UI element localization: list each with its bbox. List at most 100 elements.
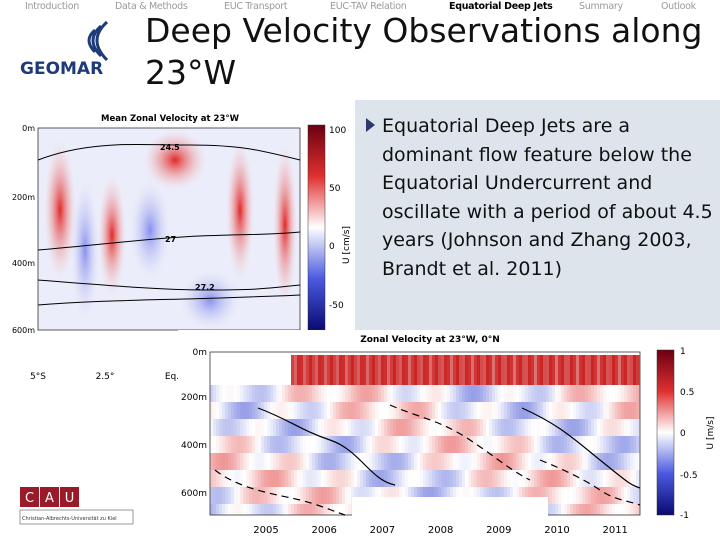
stripe xyxy=(555,385,558,402)
stripe xyxy=(237,436,240,453)
stripe xyxy=(396,419,399,436)
stripe xyxy=(276,470,279,487)
stripe xyxy=(264,419,267,436)
stripe xyxy=(219,419,222,436)
stripe xyxy=(213,453,216,470)
stripe xyxy=(546,436,549,453)
stripe xyxy=(615,385,618,402)
stripe xyxy=(273,436,276,453)
stripe xyxy=(573,504,576,515)
stripe xyxy=(264,470,267,487)
x-label: 2.5° xyxy=(96,372,115,382)
stripe xyxy=(615,487,618,504)
stripe xyxy=(357,453,360,470)
stripe xyxy=(456,355,459,385)
stripe xyxy=(633,419,636,436)
stripe xyxy=(297,436,300,453)
stripe xyxy=(318,453,321,470)
nav-item[interactable]: Summary xyxy=(579,1,623,12)
stripe xyxy=(600,436,603,453)
stripe xyxy=(300,470,303,487)
stripe xyxy=(288,436,291,453)
stripe xyxy=(420,385,423,402)
stripe xyxy=(297,355,300,385)
stripe xyxy=(339,470,342,487)
stripe xyxy=(366,470,369,487)
stripe xyxy=(489,470,492,487)
nav-item[interactable]: Outlook xyxy=(661,1,696,12)
stripe xyxy=(366,385,369,402)
stripe xyxy=(381,487,384,504)
stripe xyxy=(282,504,285,515)
stripe xyxy=(330,419,333,436)
stripe xyxy=(453,355,456,385)
nav-item[interactable]: EUC-TAV Relation xyxy=(330,1,407,12)
stripe xyxy=(555,419,558,436)
stripe xyxy=(420,487,423,504)
stripe xyxy=(333,355,336,385)
stripe xyxy=(432,402,435,419)
stripe xyxy=(360,402,363,419)
stripe xyxy=(585,453,588,470)
figure-title: Mean Zonal Velocity at 23°W xyxy=(101,114,240,124)
stripe xyxy=(615,402,618,419)
stripe xyxy=(393,470,396,487)
nav-item[interactable]: Equatorial Deep Jets xyxy=(449,1,553,12)
stripe xyxy=(348,402,351,419)
stripe xyxy=(429,355,432,385)
stripe xyxy=(354,436,357,453)
stripe xyxy=(528,453,531,470)
stripe xyxy=(633,470,636,487)
stripe xyxy=(414,487,417,504)
stripe xyxy=(432,355,435,385)
stripe xyxy=(396,385,399,402)
stripe xyxy=(564,355,567,385)
stripe xyxy=(336,402,339,419)
nav-item[interactable]: Introduction xyxy=(25,1,79,12)
stripe xyxy=(267,487,270,504)
stripe xyxy=(549,436,552,453)
stripe xyxy=(468,355,471,385)
stripe xyxy=(339,402,342,419)
stripe xyxy=(339,355,342,385)
stripe xyxy=(468,385,471,402)
stripe xyxy=(450,470,453,487)
stripe xyxy=(462,419,465,436)
stripe xyxy=(351,453,354,470)
stripe xyxy=(219,470,222,487)
stripe xyxy=(243,436,246,453)
stripe xyxy=(582,355,585,385)
stripe xyxy=(342,355,345,385)
stripe xyxy=(405,436,408,453)
nav-item[interactable]: Data & Methods xyxy=(115,1,188,12)
stripe xyxy=(423,402,426,419)
stripe xyxy=(240,385,243,402)
stripe xyxy=(540,453,543,470)
stripe xyxy=(519,470,522,487)
stripe xyxy=(369,402,372,419)
stripe xyxy=(597,385,600,402)
stripe xyxy=(552,402,555,419)
stripe xyxy=(387,487,390,504)
stripe xyxy=(357,385,360,402)
stripe xyxy=(372,470,375,487)
stripe xyxy=(312,419,315,436)
stripe xyxy=(594,402,597,419)
stripe xyxy=(489,355,492,385)
stripe xyxy=(507,487,510,504)
logo-letter: A xyxy=(45,491,54,506)
stripe xyxy=(330,470,333,487)
stripe xyxy=(225,453,228,470)
stripe xyxy=(399,436,402,453)
nav-item[interactable]: EUC Transport xyxy=(224,1,288,12)
stripe xyxy=(381,385,384,402)
logo-letter: U xyxy=(65,491,75,506)
stripe xyxy=(489,385,492,402)
stripe xyxy=(258,470,261,487)
stripe xyxy=(513,402,516,419)
stripe xyxy=(498,470,501,487)
stripe xyxy=(567,385,570,402)
stripe xyxy=(570,436,573,453)
stripe xyxy=(591,385,594,402)
stripe xyxy=(444,436,447,453)
